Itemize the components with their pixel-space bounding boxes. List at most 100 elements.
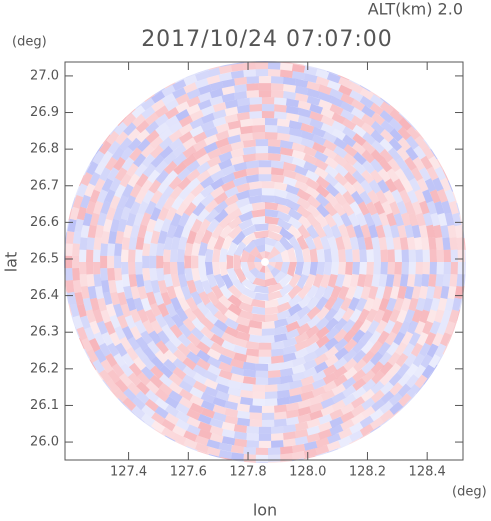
echo-cell <box>406 126 420 140</box>
echo-cell <box>452 297 462 312</box>
echo-cell <box>334 172 349 186</box>
echo-cell <box>137 224 148 238</box>
echo-cell <box>309 394 324 406</box>
echo-cell <box>245 174 259 183</box>
echo-cell <box>251 209 265 218</box>
echo-cell <box>224 400 238 411</box>
echo-cell <box>443 262 451 275</box>
echo-cell <box>268 454 281 462</box>
echo-cell <box>437 188 448 203</box>
echo-cell <box>457 262 465 275</box>
echo-cell <box>245 355 259 364</box>
echo-cell <box>147 169 161 184</box>
echo-cell <box>212 397 227 408</box>
echo-cell <box>165 303 178 318</box>
echo-cell <box>388 372 403 387</box>
echo-cell <box>342 393 357 406</box>
echo-cell <box>248 327 262 336</box>
echo-cell <box>203 141 218 154</box>
echo-cell <box>352 377 367 391</box>
echo-cell <box>388 137 403 152</box>
echo-cell <box>306 433 321 443</box>
echo-cell <box>218 295 232 309</box>
echo-cell <box>329 103 344 116</box>
echo-cell <box>134 319 147 334</box>
echo-cell <box>361 122 375 136</box>
echo-cell <box>355 212 368 227</box>
echo-cell <box>135 120 150 134</box>
echo-cell <box>182 357 197 371</box>
echo-cell <box>370 129 385 144</box>
echo-cell <box>88 338 101 353</box>
echo-cell <box>206 439 221 450</box>
echo-cell <box>267 252 275 260</box>
echo-cell <box>150 230 161 245</box>
echo-cell <box>315 317 330 331</box>
echo-cell <box>201 280 213 295</box>
echo-cell <box>106 130 120 145</box>
echo-cell <box>327 433 341 444</box>
echo-cell <box>442 237 451 250</box>
echo-cell <box>366 308 378 323</box>
echo-cell <box>242 146 256 155</box>
echo-cell <box>386 212 397 227</box>
echo-cell <box>324 346 339 360</box>
echo-cell <box>291 149 306 160</box>
echo-cell <box>331 128 346 141</box>
echo-cell <box>280 249 290 262</box>
echo-cell <box>168 390 183 403</box>
echo-cell <box>72 315 84 330</box>
echo-cell <box>72 268 80 281</box>
echo-cell <box>239 382 253 392</box>
echo-cell <box>233 161 248 172</box>
echo-cell <box>245 160 259 169</box>
echo-cell <box>186 342 201 356</box>
echo-cell <box>408 249 416 262</box>
echo-cell <box>407 236 416 250</box>
echo-cell <box>84 326 96 341</box>
echo-cell <box>100 243 108 256</box>
echo-cell <box>330 285 342 300</box>
echo-cell <box>348 297 360 312</box>
echo-cell <box>387 362 402 377</box>
chart-title: 2017/10/24 07:07:00 <box>141 27 393 52</box>
echo-cell <box>251 202 265 211</box>
echo-cell <box>183 430 198 442</box>
echo-cell <box>164 412 179 426</box>
echo-cell <box>303 441 318 451</box>
echo-cell <box>265 209 279 218</box>
echo-cell <box>100 359 114 374</box>
echo-cell <box>252 398 265 406</box>
echo-cell <box>271 90 284 98</box>
echo-cell <box>101 231 110 245</box>
echo-cell <box>271 167 285 176</box>
echo-cell <box>243 240 256 253</box>
echo-cell <box>143 230 153 245</box>
echo-cell <box>349 308 362 323</box>
echo-cell <box>80 225 90 239</box>
echo-cell <box>224 309 239 323</box>
echo-cell <box>111 146 125 161</box>
echo-cell <box>128 147 143 162</box>
echo-cell <box>133 153 147 168</box>
echo-cell <box>393 297 405 312</box>
echo-cell <box>274 262 283 271</box>
echo-cell <box>191 242 201 256</box>
echo-cell <box>105 353 118 368</box>
echo-cell <box>294 332 309 344</box>
echo-cell <box>121 353 135 368</box>
echo-cell <box>248 188 262 197</box>
echo-cell <box>334 192 348 207</box>
echo-cell <box>261 104 275 112</box>
echo-cell <box>309 111 324 122</box>
echo-cell <box>430 297 441 312</box>
echo-cell <box>242 369 256 378</box>
echo-cell <box>168 334 182 348</box>
echo-cell <box>245 348 259 357</box>
echo-cell <box>155 122 169 136</box>
echo-cell <box>429 189 441 204</box>
echo-cell <box>334 347 349 361</box>
echo-cell <box>265 251 271 259</box>
echo-cell <box>366 262 374 275</box>
echo-cell <box>312 378 327 390</box>
